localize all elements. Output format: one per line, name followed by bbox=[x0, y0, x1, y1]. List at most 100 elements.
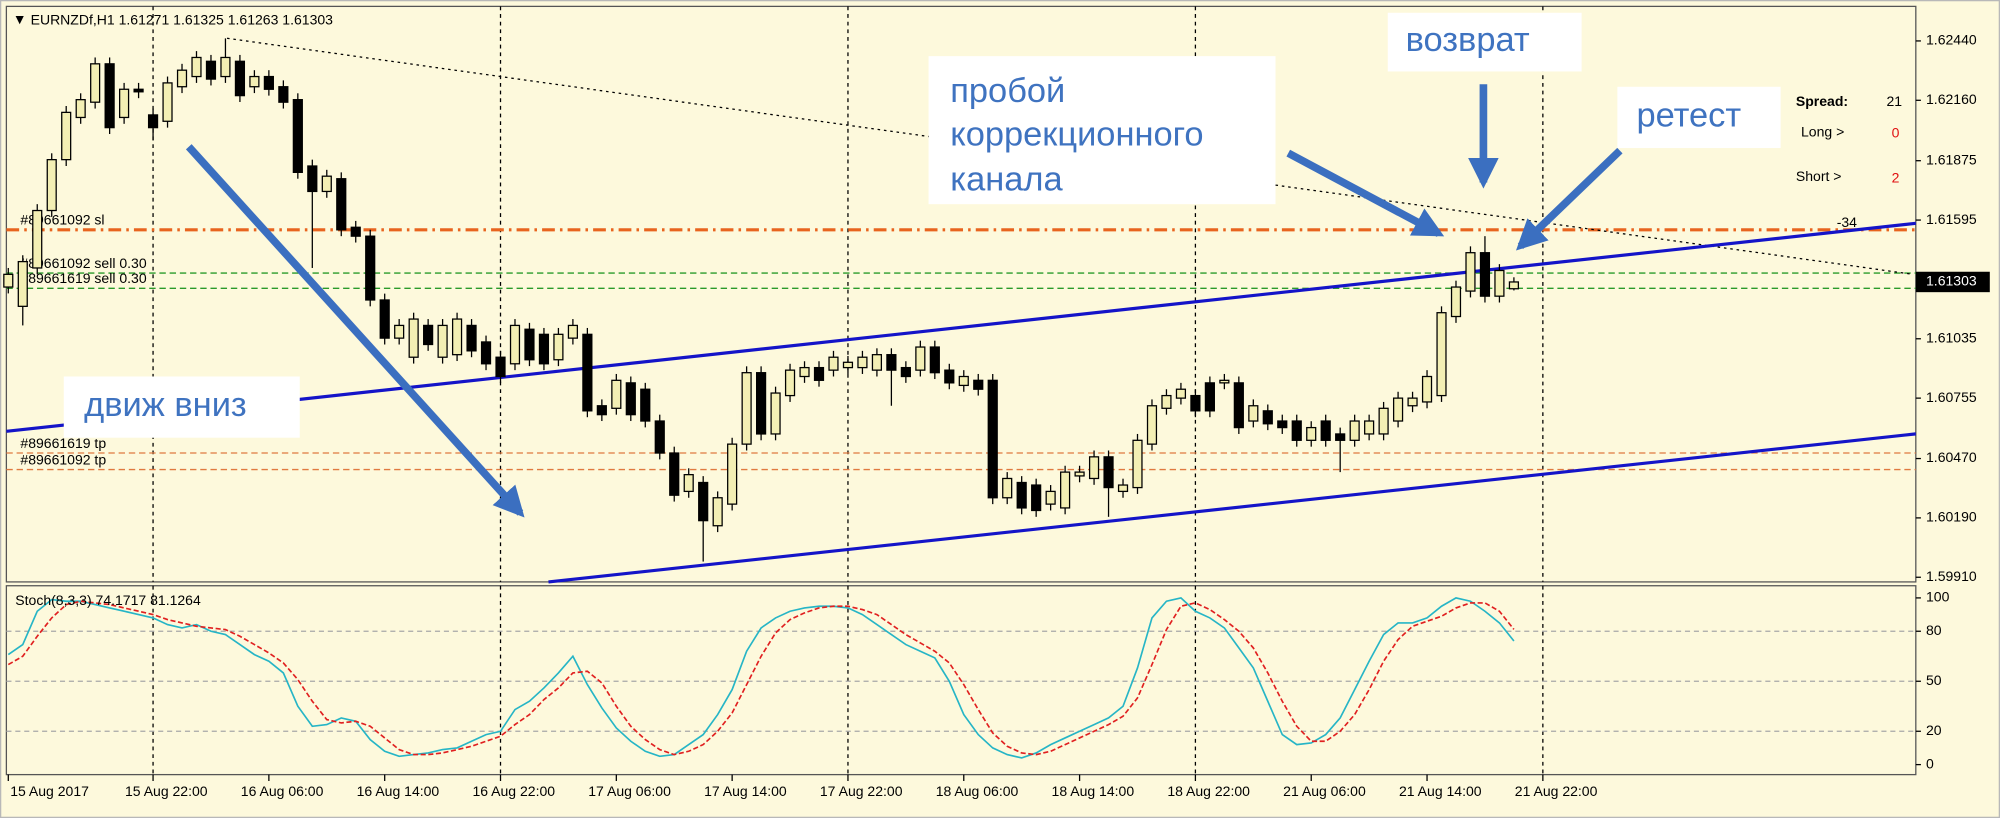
candle-body bbox=[90, 63, 101, 103]
candle-body bbox=[147, 114, 159, 129]
candle-body bbox=[205, 60, 217, 80]
x-tick-label: 18 Aug 14:00 bbox=[1052, 783, 1135, 799]
axes: 15 Aug 2017 15 Aug 22:00 16 Aug 06:00 16 Au… bbox=[7, 32, 1990, 799]
candle-body bbox=[1248, 405, 1259, 422]
candle-body bbox=[3, 273, 14, 288]
annotation: канала bbox=[950, 160, 1063, 198]
candle-body bbox=[437, 324, 448, 358]
candle-body bbox=[133, 88, 144, 93]
candle-body bbox=[292, 99, 303, 174]
x-tick-label: 16 Aug 22:00 bbox=[472, 783, 555, 799]
candle-body bbox=[394, 324, 405, 339]
candle-body bbox=[900, 366, 911, 378]
candle-body bbox=[596, 405, 607, 416]
y-tick-label: 0 bbox=[1926, 755, 1934, 771]
candle-body bbox=[1103, 456, 1114, 489]
candle-body bbox=[1060, 471, 1071, 509]
candle-body bbox=[1175, 388, 1187, 399]
candle-body bbox=[1320, 420, 1331, 441]
candle-body bbox=[1088, 456, 1100, 480]
short-value: 2 bbox=[1892, 169, 1900, 185]
candle-body bbox=[640, 388, 651, 422]
candle-body bbox=[712, 497, 723, 527]
candle-body bbox=[1291, 420, 1302, 441]
candle-body bbox=[886, 354, 897, 371]
y-tick-label: 1.59910 bbox=[1926, 568, 1977, 584]
y-tick-label: 100 bbox=[1926, 589, 1950, 605]
arrow bbox=[185, 144, 525, 518]
candle-body bbox=[1378, 407, 1389, 435]
y-tick-label: 1.61595 bbox=[1926, 211, 1977, 227]
candle-body bbox=[423, 324, 434, 346]
ohlc-open: 1.61271 bbox=[119, 11, 170, 27]
y-tick-label: 1.62160 bbox=[1926, 91, 1977, 107]
x-tick-label: 17 Aug 22:00 bbox=[820, 783, 903, 799]
candle-body bbox=[104, 63, 115, 129]
candles bbox=[3, 38, 1520, 562]
candle-body bbox=[1074, 471, 1085, 477]
candle-body bbox=[741, 372, 752, 445]
annotation: движ вниз bbox=[84, 386, 247, 424]
candle-body bbox=[1465, 252, 1476, 292]
candle-body bbox=[1002, 477, 1013, 499]
candle-body bbox=[234, 60, 246, 97]
candle-body bbox=[915, 346, 926, 371]
candle-body bbox=[1335, 433, 1346, 441]
candle-body bbox=[1306, 426, 1317, 441]
short-label: Short > bbox=[1796, 168, 1842, 184]
candle-body bbox=[162, 82, 173, 122]
annotations: движ вниз пробой коррекционного канала в… bbox=[63, 12, 1781, 518]
candle-body bbox=[480, 341, 492, 365]
chart-title: EURNZDf,H1 1.61271 1.61325 1.61263 1.613… bbox=[31, 11, 334, 27]
annotation: пробой bbox=[950, 72, 1065, 110]
candle-body bbox=[871, 354, 883, 371]
candle-body bbox=[1031, 484, 1042, 512]
candle-body bbox=[365, 235, 376, 301]
candle-body bbox=[958, 375, 969, 387]
candle-body bbox=[350, 226, 361, 237]
candle-body bbox=[553, 333, 564, 361]
candle-body bbox=[263, 75, 274, 90]
candle-body bbox=[842, 361, 854, 369]
candle-body bbox=[987, 379, 998, 499]
annotation-box bbox=[63, 376, 300, 438]
annotation: ретест bbox=[1636, 96, 1741, 134]
channel-upper bbox=[6, 221, 1916, 433]
candle-body bbox=[698, 481, 709, 522]
spread-value: 21 bbox=[1886, 93, 1902, 109]
annotation: возврат bbox=[1406, 21, 1530, 59]
candle-body bbox=[1161, 394, 1172, 409]
candle-body bbox=[929, 346, 940, 374]
candle-body bbox=[1421, 375, 1433, 403]
candle-body bbox=[727, 443, 738, 505]
candle-body bbox=[1407, 397, 1418, 407]
info-panel: Spread: 21 Long > 0 Short > 2 -34 bbox=[1796, 93, 1902, 230]
y-tick-label: 1.61875 bbox=[1926, 151, 1977, 167]
stoch-line bbox=[7, 600, 1515, 756]
candle-body bbox=[654, 420, 665, 454]
candle-body bbox=[813, 366, 825, 381]
candle-body bbox=[1349, 420, 1360, 441]
candle-body bbox=[451, 318, 463, 356]
x-tick-label: 21 Aug 14:00 bbox=[1399, 783, 1482, 799]
candle-body bbox=[176, 69, 188, 88]
result-value: -34 bbox=[1837, 214, 1857, 230]
ohlc-high: 1.61325 bbox=[173, 11, 224, 27]
candle-body bbox=[119, 88, 130, 119]
x-tick-label: 15 Aug 22:00 bbox=[125, 783, 208, 799]
annotation: коррекционного bbox=[950, 116, 1203, 154]
symbol: EURNZDf,H1 bbox=[31, 11, 115, 27]
order-label: #89661619 tp bbox=[20, 435, 106, 451]
candle-body bbox=[857, 356, 868, 369]
candle-body bbox=[799, 366, 810, 378]
x-tick-label: 17 Aug 14:00 bbox=[704, 783, 787, 799]
annotation-box bbox=[1617, 86, 1781, 149]
menu-arrow: ▼ bbox=[13, 11, 27, 27]
candle-body bbox=[755, 372, 767, 435]
candle-body bbox=[1508, 281, 1520, 290]
candle-body bbox=[625, 382, 636, 416]
order-label: #89661619 sell 0.30 bbox=[20, 270, 146, 286]
candle-body bbox=[249, 75, 260, 88]
